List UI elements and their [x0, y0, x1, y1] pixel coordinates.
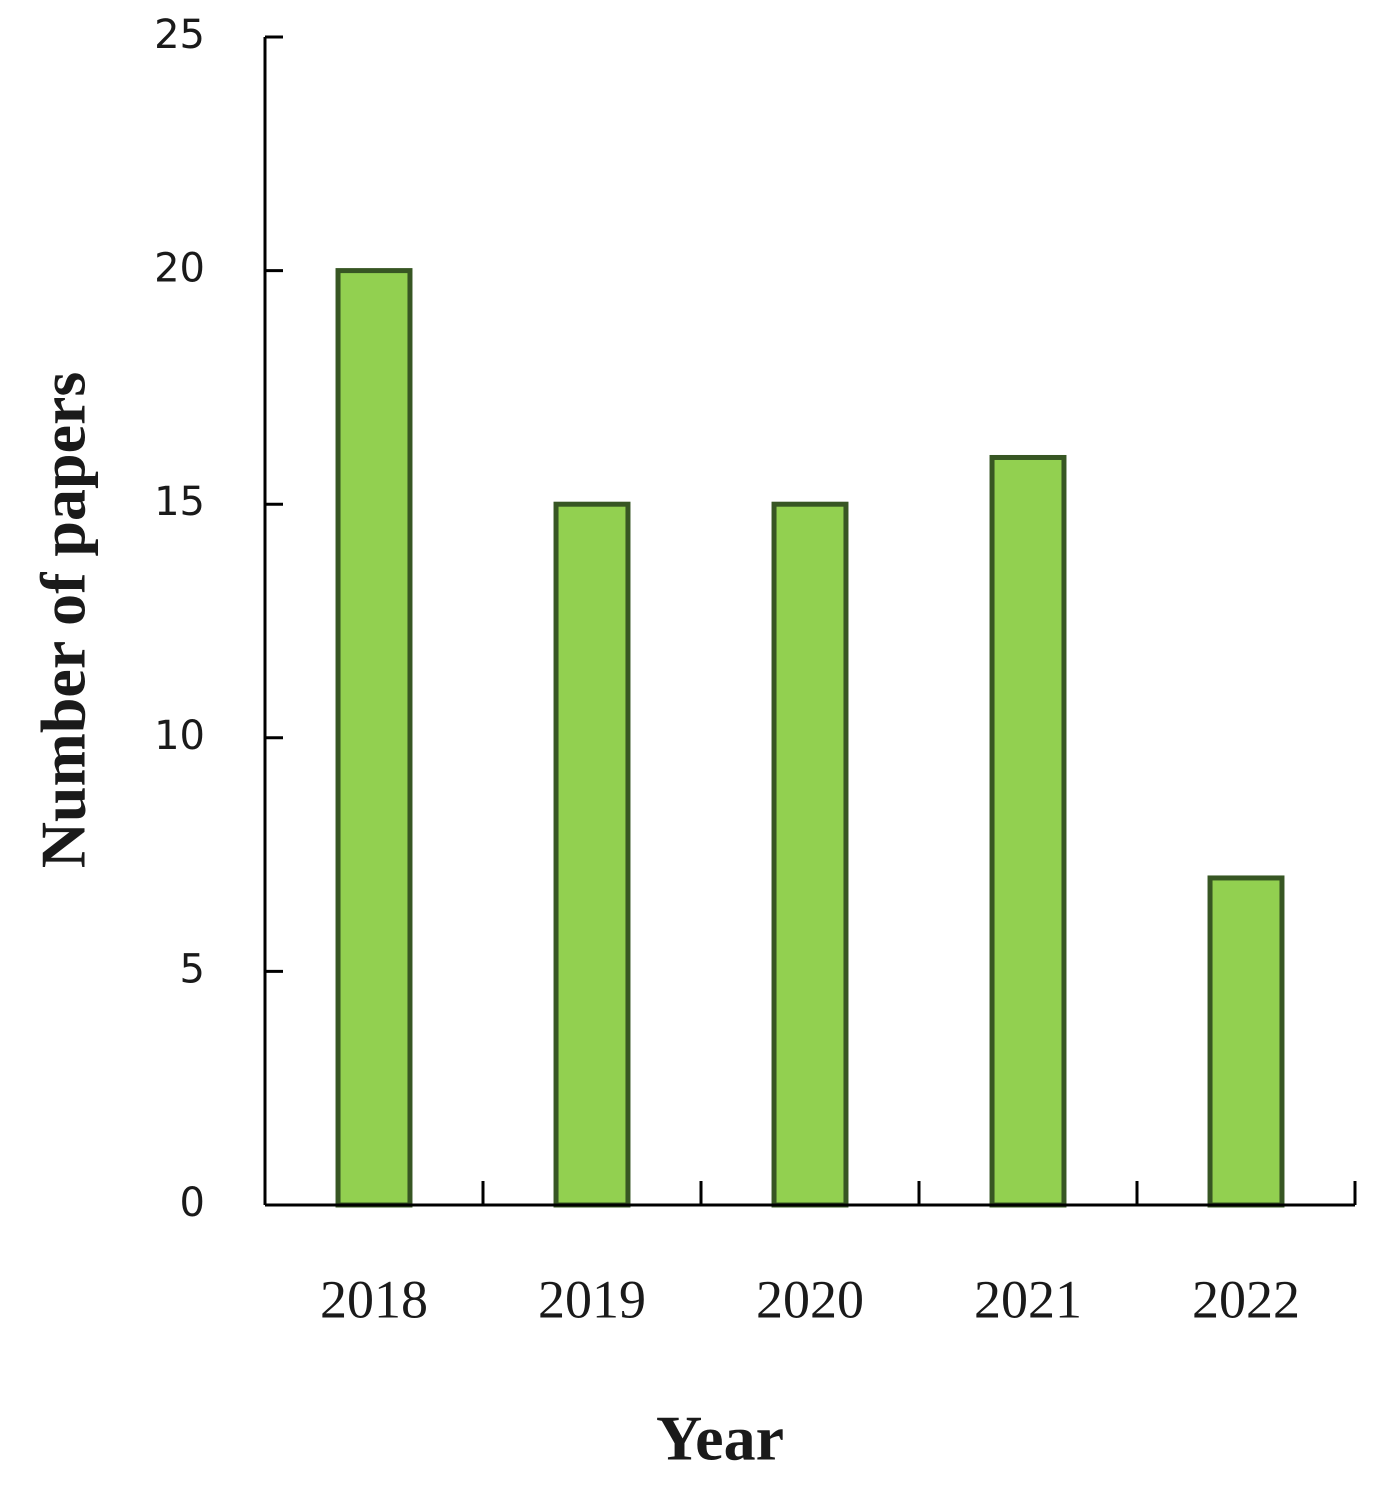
y-tick-label: 25 — [154, 12, 205, 58]
bar — [771, 501, 849, 1208]
y-tick-label: 0 — [180, 1180, 205, 1226]
bar — [989, 454, 1067, 1208]
x-tick-label: 2019 — [538, 1269, 646, 1329]
y-tick-label: 15 — [154, 479, 205, 525]
y-tick-label: 10 — [154, 713, 205, 759]
y-tick-label: 5 — [180, 946, 205, 992]
bar — [1207, 875, 1285, 1208]
bar — [335, 268, 413, 1208]
bar — [553, 501, 631, 1208]
x-axis-title: Year — [656, 1403, 784, 1474]
x-tick-label: 2021 — [974, 1269, 1082, 1329]
x-tick-label: 2018 — [320, 1269, 428, 1329]
x-tick-label: 2022 — [1192, 1269, 1300, 1329]
y-tick-label: 20 — [154, 246, 205, 292]
y-axis-title: Number of papers — [28, 372, 99, 869]
x-tick-label: 2020 — [756, 1269, 864, 1329]
